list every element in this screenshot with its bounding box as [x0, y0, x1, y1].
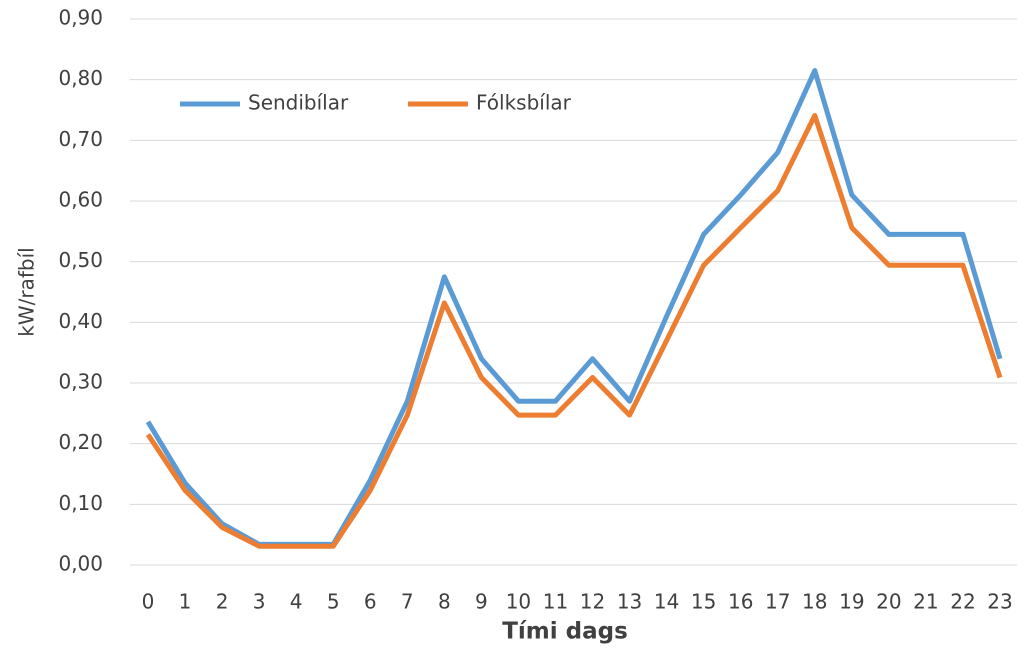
x-tick-label: 7: [401, 590, 414, 614]
x-tick-label: 3: [253, 590, 266, 614]
legend-label: Sendibílar: [248, 91, 349, 115]
x-tick-label: 23: [987, 590, 1012, 614]
x-tick-label: 17: [765, 590, 790, 614]
x-tick-label: 4: [290, 590, 303, 614]
y-tick-label: 0,10: [58, 491, 103, 515]
y-tick-label: 0,90: [58, 6, 103, 30]
x-tick-label: 13: [617, 590, 642, 614]
series-line: [145, 112, 1003, 549]
x-tick-label: 10: [506, 590, 531, 614]
x-tick-label: 12: [580, 590, 605, 614]
x-tick-label: 11: [543, 590, 568, 614]
x-tick-label: 21: [913, 590, 938, 614]
y-tick-label: 0,00: [58, 552, 103, 576]
y-tick-label: 0,20: [58, 430, 103, 454]
y-tick-label: 0,60: [58, 188, 103, 212]
x-tick-label: 15: [691, 590, 716, 614]
y-axis-title: kW/rafbíl: [15, 247, 39, 336]
x-tick-label: 19: [839, 590, 864, 614]
x-tick-label: 14: [654, 590, 679, 614]
y-tick-label: 0,50: [58, 248, 103, 272]
legend-label: Fólksbílar: [476, 91, 572, 115]
y-tick-label: 0,40: [58, 309, 103, 333]
x-tick-label: 1: [179, 590, 192, 614]
x-tick-label: 8: [438, 590, 451, 614]
x-tick-label: 16: [728, 590, 753, 614]
y-tick-label: 0,80: [58, 66, 103, 90]
x-tick-label: 5: [327, 590, 340, 614]
x-tick-label: 18: [802, 590, 827, 614]
x-tick-label: 22: [950, 590, 975, 614]
x-tick-label: 9: [475, 590, 488, 614]
x-tick-label: 0: [142, 590, 155, 614]
y-tick-label: 0,30: [58, 370, 103, 394]
x-tick-label: 2: [216, 590, 229, 614]
y-tick-label: 0,70: [58, 127, 103, 151]
x-axis-title: Tími dags: [502, 619, 628, 645]
x-tick-label: 6: [364, 590, 377, 614]
x-tick-label: 20: [876, 590, 901, 614]
series-line: [145, 68, 1003, 547]
